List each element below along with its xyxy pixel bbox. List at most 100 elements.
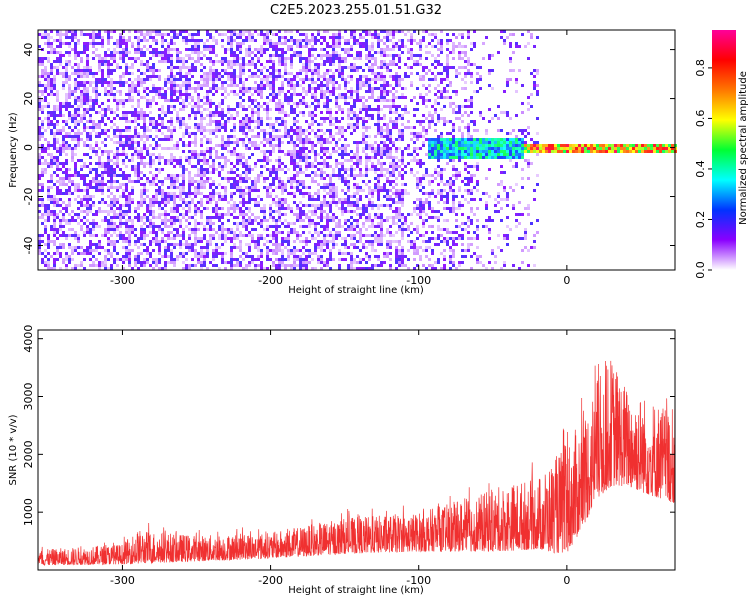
spectrogram-cell <box>167 81 170 84</box>
spectrogram-cell <box>173 264 176 267</box>
spectrogram-cell <box>329 165 332 168</box>
spectrogram-cell <box>47 36 50 39</box>
spectrogram-cell <box>152 225 155 228</box>
spectrogram-cell <box>206 255 209 258</box>
spectrogram-cell <box>68 177 71 180</box>
spectrogram-cell <box>116 141 119 144</box>
spectrogram-cell <box>254 264 257 267</box>
spectrogram-cell <box>47 72 50 75</box>
spectrogram-cell <box>371 90 374 93</box>
spectrogram-cell <box>110 180 113 183</box>
spectrogram-cell <box>65 258 68 261</box>
spectrogram-cell <box>101 45 104 48</box>
spectrogram-cell <box>203 84 206 87</box>
spectrogram-cell <box>68 87 71 90</box>
spectrogram-cell <box>62 33 65 36</box>
spectrogram-cell <box>335 54 338 57</box>
spectrogram-cell <box>302 204 305 207</box>
spectrogram-cell <box>266 150 269 153</box>
spectrogram-cell <box>212 165 215 168</box>
spectrogram-cell <box>110 174 113 177</box>
spectrogram-cell <box>98 240 101 243</box>
spectrogram-cell <box>323 60 326 63</box>
spectrogram-cell <box>245 63 248 66</box>
spectrogram-cell <box>368 96 371 99</box>
spectrogram-cell <box>128 141 131 144</box>
spectrogram-cell <box>272 183 275 186</box>
spectrogram-cell <box>371 114 374 117</box>
spectrogram-cell <box>209 117 212 120</box>
spectrogram-cell <box>326 225 329 228</box>
spectrogram-cell <box>350 264 353 267</box>
spectrogram-cell <box>41 174 44 177</box>
spectrogram-cell <box>230 114 233 117</box>
spectrogram-cell <box>68 96 71 99</box>
spectrogram-cell <box>80 252 83 255</box>
spectrogram-cell <box>260 54 263 57</box>
spectrogram-cell <box>299 249 302 252</box>
spectrogram-cell <box>158 114 161 117</box>
spectrogram-cell <box>212 210 215 213</box>
spectrogram-cell <box>323 138 326 141</box>
spectrogram-cell <box>332 213 335 216</box>
spectrogram-cell <box>317 72 320 75</box>
spectrogram-cell <box>329 267 332 270</box>
spectrogram-cell <box>206 138 209 141</box>
spectrogram-cell <box>44 90 47 93</box>
spectrogram-cell <box>122 30 125 33</box>
spectrogram-cell <box>200 192 203 195</box>
spectrogram-cell <box>65 81 68 84</box>
spectrogram-cell <box>56 39 59 42</box>
spectrogram-cell <box>143 117 146 120</box>
spectrogram-cell <box>110 165 113 168</box>
spectrogram-cell <box>74 54 77 57</box>
spectrogram-cell <box>329 153 332 156</box>
spectrogram-cell <box>278 141 281 144</box>
spectrogram-cell <box>215 252 218 255</box>
spectrogram-cell <box>368 267 371 270</box>
spectrogram-cell <box>230 78 233 81</box>
spectrogram-cell <box>242 189 245 192</box>
spectrogram-cell <box>314 192 317 195</box>
spectrogram-cell <box>278 138 281 141</box>
spectrogram-cell <box>305 216 308 219</box>
spectrogram-cell <box>38 204 41 207</box>
spectrogram-cell <box>293 54 296 57</box>
spectrogram-cell <box>176 186 179 189</box>
spectrogram-cell <box>242 156 245 159</box>
spectrogram-cell <box>365 174 368 177</box>
spectrogram-cell <box>56 123 59 126</box>
spectrogram-cell <box>374 237 377 240</box>
spectrogram-cell <box>359 237 362 240</box>
spectrogram-cell <box>278 261 281 264</box>
spectrogram-cell <box>203 102 206 105</box>
spectrogram-cell <box>239 174 242 177</box>
spectrogram-cell <box>320 219 323 222</box>
spectrogram-cell <box>158 213 161 216</box>
spectrogram-cell <box>311 102 314 105</box>
spectrogram-cell <box>131 90 134 93</box>
spectrogram-cell <box>212 120 215 123</box>
spectrogram-cell <box>254 198 257 201</box>
spectrogram-cell <box>218 183 221 186</box>
spectrogram-cell <box>89 69 92 72</box>
spectrogram-cell <box>299 207 302 210</box>
spectrogram-cell <box>254 66 257 69</box>
spectrogram-cell <box>170 96 173 99</box>
spectrogram-cell <box>290 153 293 156</box>
spectrogram-cell <box>320 84 323 87</box>
spectrogram-cell <box>146 63 149 66</box>
spectrogram-cell <box>293 147 296 150</box>
spectrogram-cell <box>344 159 347 162</box>
spectrogram-cell <box>284 42 287 45</box>
spectrogram-cell <box>278 249 281 252</box>
spectrogram-cell <box>44 162 47 165</box>
spectrogram-cell <box>197 192 200 195</box>
spectrogram-cell <box>119 195 122 198</box>
spectrogram-cell <box>125 177 128 180</box>
spectrogram-cell <box>194 165 197 168</box>
spectrogram-cell <box>266 225 269 228</box>
spectrogram-cell <box>305 162 308 165</box>
spectrogram-cell <box>113 60 116 63</box>
